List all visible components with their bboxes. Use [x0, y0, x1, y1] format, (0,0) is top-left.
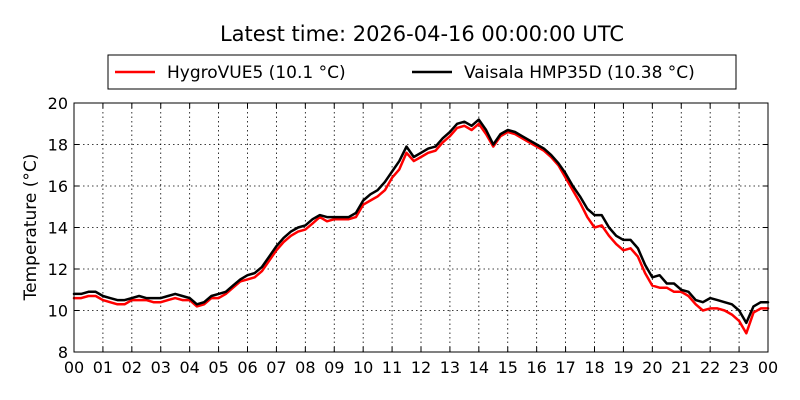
tick-labels: 00 01 02 03 04 05 06 07 08 09 10 11 12 13 14 15 16 17 18 19… — [48, 94, 779, 377]
y-axis-label: Temperature (°C) — [21, 154, 41, 302]
x-tick-label: 14 — [469, 358, 489, 377]
grid — [74, 103, 768, 352]
x-tick-label: 06 — [237, 358, 257, 377]
x-tick-label: 11 — [382, 358, 402, 377]
x-tick-label: 21 — [671, 358, 691, 377]
series-line-hygrovue — [72, 122, 770, 335]
x-tick-label: 02 — [122, 358, 142, 377]
x-tick-label: 17 — [555, 358, 575, 377]
x-tick-label: 12 — [411, 358, 431, 377]
series-line-vaisala — [72, 118, 770, 325]
x-tick-label: 20 — [642, 358, 662, 377]
x-tick-label: 09 — [324, 358, 344, 377]
y-tick-label: 14 — [48, 219, 68, 238]
x-tick-label: 08 — [295, 358, 315, 377]
series-lines — [72, 118, 770, 335]
x-tick-label: 07 — [266, 358, 286, 377]
y-tick-label: 16 — [48, 177, 68, 196]
x-tick-label: 10 — [353, 358, 373, 377]
y-tick-label: 18 — [48, 136, 68, 155]
y-tick-label: 20 — [48, 94, 68, 113]
x-tick-label: 01 — [93, 358, 113, 377]
plot-frame — [73, 102, 769, 353]
x-tick-label: 13 — [440, 358, 460, 377]
x-tick-label: 16 — [526, 358, 546, 377]
y-tick-label: 8 — [58, 343, 68, 362]
chart-title: Latest time: 2026-04-16 00:00:00 UTC — [220, 22, 624, 46]
legend: HygroVUE5 (10.1 °C) Vaisala HMP35D (10.3… — [107, 54, 737, 90]
x-tick-label: 15 — [498, 358, 518, 377]
x-tick-label: 19 — [613, 358, 633, 377]
legend-label-vaisala: Vaisala HMP35D (10.38 °C) — [464, 63, 695, 83]
legend-label-hygrovue: HygroVUE5 (10.1 °C) — [167, 63, 346, 83]
x-tick-label: 18 — [584, 358, 604, 377]
x-tick-label: 22 — [700, 358, 720, 377]
x-tick-label: 05 — [208, 358, 228, 377]
x-tick-label: 00 — [64, 358, 84, 377]
x-tick-label: 03 — [151, 358, 171, 377]
x-tick-label: 23 — [729, 358, 749, 377]
y-tick-label: 10 — [48, 302, 68, 321]
x-tick-label: 04 — [179, 358, 199, 377]
y-tick-label: 12 — [48, 260, 68, 279]
x-tick-label: 00 — [758, 358, 778, 377]
